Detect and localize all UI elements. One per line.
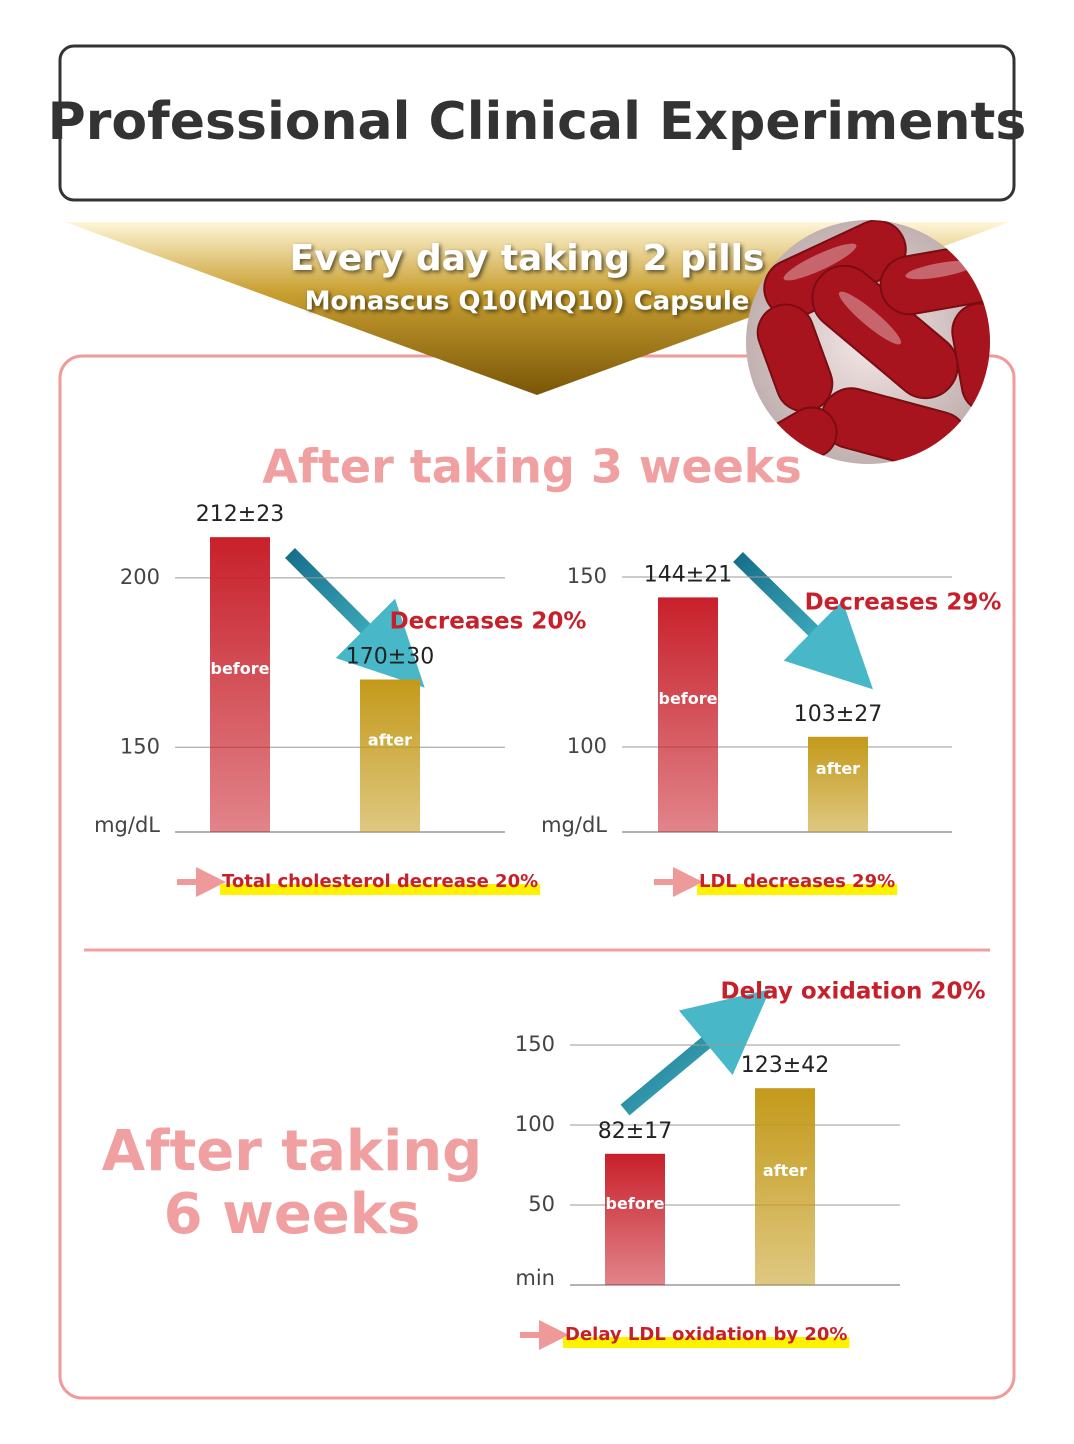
y-axis-label: min — [515, 1266, 555, 1290]
y-tick-label: 100 — [515, 1112, 555, 1136]
bar-category-label: after — [763, 1161, 807, 1180]
y-tick-label: 100 — [567, 734, 607, 758]
arrow — [285, 548, 425, 688]
y-tick-label: 150 — [567, 564, 607, 588]
value-label: 123±42 — [741, 1053, 829, 1078]
annotation: Delay oxidation 20% — [720, 979, 985, 1005]
annotation: Decreases 29% — [805, 590, 1002, 616]
bar-category-label: before — [606, 1194, 665, 1213]
y-tick-label: 200 — [120, 565, 160, 589]
banner-line2: Monascus Q10(MQ10) Capsule — [305, 287, 750, 317]
section-title: 6 weeks — [164, 1182, 421, 1247]
y-tick-label: 150 — [120, 734, 160, 758]
banner-line1: Every day taking 2 pills — [290, 238, 765, 279]
bar — [605, 1153, 665, 1285]
y-tick-label: 150 — [515, 1032, 555, 1056]
bar — [808, 736, 868, 832]
bar — [755, 1088, 815, 1285]
title-box — [58, 44, 1016, 202]
y-tick-label: 50 — [528, 1192, 555, 1216]
value-label: 82±17 — [598, 1119, 672, 1144]
note: Total cholesterol decrease 20% — [222, 871, 538, 892]
annotation: Decreases 20% — [390, 609, 587, 635]
note-highlight — [697, 884, 898, 895]
bar — [210, 537, 270, 832]
bar-category-label: after — [368, 730, 412, 749]
bar-category-label: before — [211, 659, 270, 678]
value-label: 170±30 — [346, 645, 434, 670]
arrow — [620, 989, 771, 1116]
y-axis-label: mg/dL — [541, 813, 607, 837]
y-axis-label: mg/dL — [94, 813, 160, 837]
bar-category-label: after — [816, 759, 860, 778]
value-label: 212±23 — [196, 502, 284, 527]
page-title: Professional Clinical Experiments — [48, 92, 1027, 152]
value-label: 144±21 — [644, 562, 732, 587]
note-highlight — [220, 884, 541, 895]
section-title: After taking — [102, 1119, 483, 1184]
bar — [360, 679, 420, 832]
value-label: 103±27 — [794, 702, 882, 727]
bar — [658, 597, 718, 832]
note: LDL decreases 29% — [699, 871, 895, 892]
bar-category-label: before — [659, 689, 718, 708]
arrow — [733, 552, 873, 690]
section-title: After taking 3 weeks — [262, 440, 801, 494]
note-highlight — [563, 1337, 850, 1348]
note: Delay LDL oxidation by 20% — [565, 1324, 847, 1345]
